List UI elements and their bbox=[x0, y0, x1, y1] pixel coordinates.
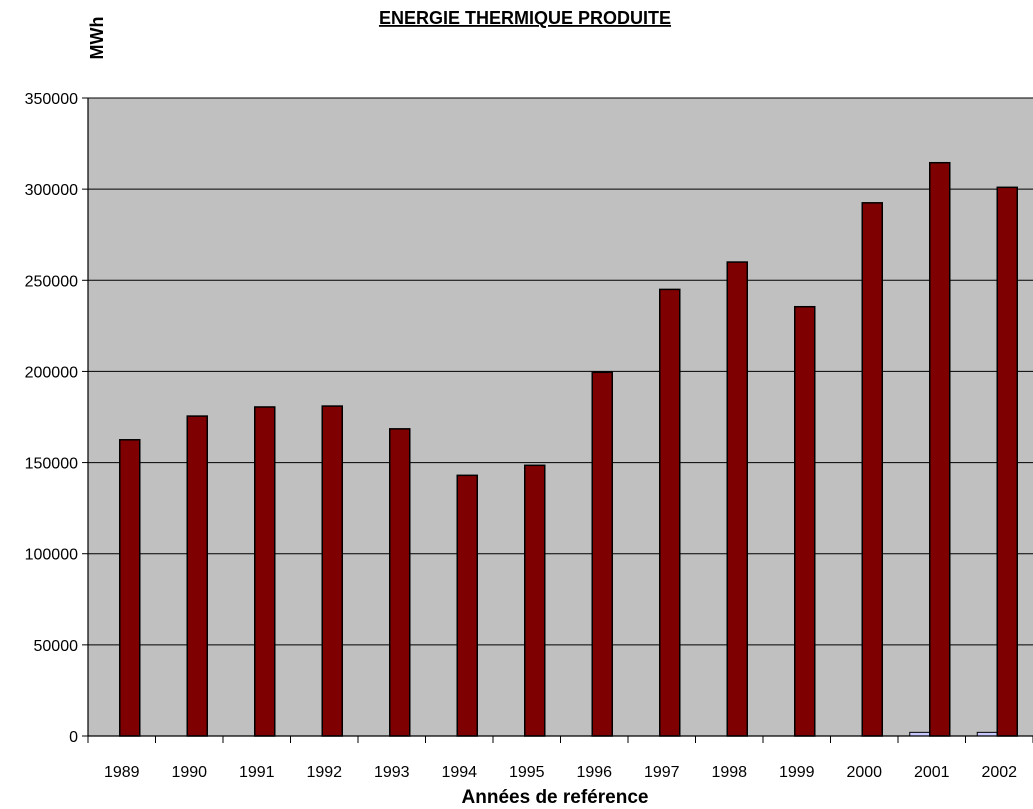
bar-1994 bbox=[456, 474, 478, 737]
y-tick-label: 350000 bbox=[25, 91, 78, 108]
x-tick-label: 1991 bbox=[239, 764, 275, 781]
x-tick-label: 1989 bbox=[104, 764, 140, 781]
axes bbox=[82, 97, 1033, 743]
bar-1992 bbox=[321, 405, 343, 737]
bar-1995 bbox=[524, 464, 546, 737]
bars bbox=[119, 161, 1018, 737]
x-tick-label: 1997 bbox=[644, 764, 680, 781]
x-tick-label: 1992 bbox=[306, 764, 342, 781]
x-tick-label: 2002 bbox=[981, 764, 1017, 781]
plot-area bbox=[88, 98, 1033, 736]
chart-title: ENERGIE THERMIQUE PRODUITE bbox=[379, 8, 671, 28]
bar-1999 bbox=[794, 305, 816, 737]
x-tick-label: 1994 bbox=[441, 764, 477, 781]
bar-1997 bbox=[659, 288, 681, 737]
bar-1993 bbox=[389, 428, 411, 737]
x-tick-labels: 1989 1990 1991 1992 1993 1994 1995 1996 1997 1998… bbox=[104, 764, 1017, 781]
bar-2000 bbox=[861, 202, 883, 737]
bar-1989 bbox=[119, 439, 141, 737]
bar-2002 bbox=[996, 186, 1018, 737]
x-tick-label: 1996 bbox=[576, 764, 612, 781]
y-tick-label: 150000 bbox=[25, 456, 78, 473]
bar-1998 bbox=[726, 261, 748, 737]
y-axis-label: MWh bbox=[87, 17, 107, 60]
x-tick-label: 2000 bbox=[846, 764, 882, 781]
x-tick-label: 1999 bbox=[779, 764, 815, 781]
y-tick-label: 200000 bbox=[25, 364, 78, 381]
x-tick-label: 1998 bbox=[711, 764, 747, 781]
bar-1996 bbox=[591, 371, 613, 737]
bar-1990 bbox=[186, 415, 208, 737]
gridlines bbox=[88, 97, 1033, 646]
x-axis-label: Années de reférence bbox=[462, 787, 649, 808]
y-tick-label: 300000 bbox=[25, 182, 78, 199]
bar-1991 bbox=[254, 406, 276, 737]
y-tick-label: 100000 bbox=[25, 547, 78, 564]
x-tick-label: 1995 bbox=[509, 764, 545, 781]
y-tick-label: 250000 bbox=[25, 273, 78, 290]
x-tick-label: 1990 bbox=[171, 764, 207, 781]
y-tick-label: 50000 bbox=[34, 638, 79, 655]
y-tick-labels: 0 50000 100000 150000 200000 250000 300000 3500… bbox=[25, 91, 78, 746]
x-tick-label: 1993 bbox=[374, 764, 410, 781]
y-tick-label: 0 bbox=[69, 729, 78, 746]
x-tick-label: 2001 bbox=[914, 764, 950, 781]
bar-2001 bbox=[929, 161, 951, 737]
